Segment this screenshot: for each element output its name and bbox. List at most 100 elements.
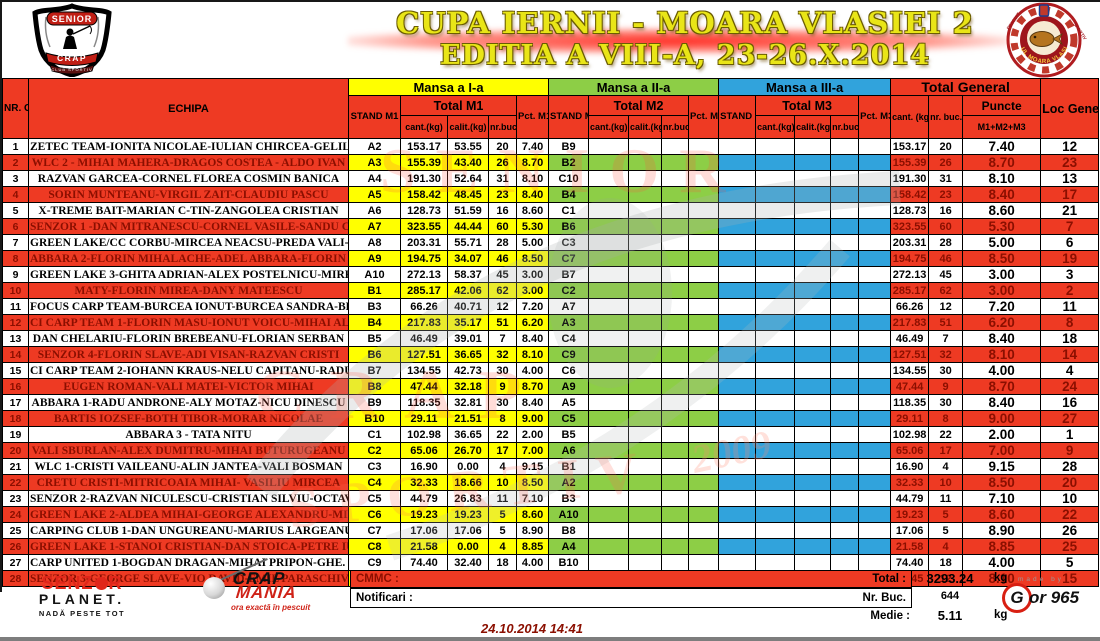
cell-m2-calit: [628, 330, 663, 347]
cell-m1-calit: 32.40: [447, 554, 489, 571]
cell-tg-cant: 191.30: [890, 170, 930, 187]
gor965-madeby: made by: [1018, 576, 1064, 583]
table-row: 11 FOCUS CARP TEAM-BURCEA IONUT-BURCEA SA…: [2, 298, 1100, 315]
cell-tg-puncte: 8.50: [962, 474, 1042, 491]
cell-tg-cant: 32.33: [890, 474, 930, 491]
cell-tg-nrbuc: 62: [928, 282, 964, 299]
cell-m2-pct: [688, 522, 720, 539]
cell-m1-cant: 47.44: [400, 378, 448, 395]
cell-m1-cant: 158.42: [400, 186, 448, 203]
cell-m2-calit: [628, 282, 663, 299]
cell-stand-m3: [718, 522, 757, 539]
cell-tg-cant: 47.44: [890, 378, 930, 395]
cell-tg-puncte: 8.40: [962, 330, 1042, 347]
header-m3-cant: cant.(kg): [755, 115, 796, 139]
cell-loc-general: 3: [1040, 266, 1100, 283]
cell-m2-calit: [628, 426, 663, 443]
shield-icon: SENIOR CRAP CLUB SPORTIV: [32, 3, 112, 78]
senzor-planet-word3: PLANET.: [38, 591, 126, 607]
cell-tg-nrbuc: 20: [928, 138, 964, 155]
cell-m2-cant: [588, 426, 630, 443]
frame-top-edge: [0, 0, 1100, 2]
cell-nr: 5: [2, 202, 29, 219]
cell-m3-calit: [794, 314, 832, 331]
cell-nr: 26: [2, 538, 29, 555]
cell-echipa: MATY-FLORIN MIREA-DANY MATEESCU: [28, 282, 349, 299]
cell-m2-pct: [688, 314, 720, 331]
cell-m1-calit: 52.64: [447, 170, 489, 187]
cell-m2-pct: [688, 538, 720, 555]
cell-m1-pct: 8.10: [515, 170, 550, 187]
cell-m2-nrbuc: [661, 250, 690, 267]
senzor-planet-wordmark: SENZ R: [12, 574, 152, 592]
cell-stand-m1: B6: [348, 346, 401, 363]
cell-tg-nrbuc: 32: [928, 346, 964, 363]
cell-tg-puncte: 4.00: [962, 362, 1042, 379]
cell-m1-calit: 36.65: [447, 346, 489, 363]
cell-stand-m3: [718, 154, 757, 171]
cell-m2-calit: [628, 410, 663, 427]
cell-m2-cant: [588, 538, 630, 555]
cell-m3-cant: [755, 266, 796, 283]
cell-m2-calit: [628, 346, 663, 363]
cell-m1-nrbuc: 10: [488, 474, 517, 491]
cell-m3-calit: [794, 458, 832, 475]
event-title: CUPA IERNII - MOARA VLASIEI 2 EDITIA A V…: [330, 6, 1040, 72]
cell-m1-cant: 194.75: [400, 250, 448, 267]
cell-m3-pct: [858, 314, 892, 331]
cell-echipa: SENZOR 4-FLORIN SLAVE-ADI VISAN-RAZVAN C…: [28, 346, 349, 363]
cell-m2-cant: [588, 314, 630, 331]
cell-m3-pct: [858, 522, 892, 539]
cell-tg-nrbuc: 10: [928, 474, 964, 491]
notificari-box: Notificari : Nr. Buc.: [350, 588, 912, 608]
cell-m2-calit: [628, 250, 663, 267]
cell-m1-calit: 26.70: [447, 442, 489, 459]
cell-m1-nrbuc: 18: [488, 554, 517, 571]
table-row: 14 SENZOR 4-FLORIN SLAVE-ADI VISAN-RAZVAN…: [2, 346, 1100, 363]
cell-tg-cant: 194.75: [890, 250, 930, 267]
cell-stand-m1: A7: [348, 218, 401, 235]
cell-m2-calit: [628, 314, 663, 331]
cell-m3-calit: [794, 202, 832, 219]
results-tbody: 1 ZETEC TEAM-IONITA NICOLAE-IULIAN CHIRCE…: [2, 138, 1100, 587]
cell-m2-nrbuc: [661, 506, 690, 523]
cell-m1-cant: 29.11: [400, 410, 448, 427]
cell-stand-m1: A3: [348, 154, 401, 171]
cell-loc-general: 5: [1040, 554, 1100, 571]
cell-tg-cant: 118.35: [890, 394, 930, 411]
cell-stand-m2: B5: [548, 426, 590, 443]
cell-m1-cant: 32.33: [400, 474, 448, 491]
cell-m3-pct: [858, 266, 892, 283]
cell-tg-cant: 74.40: [890, 554, 930, 571]
table-row: 13 DAN CHELARIU-FLORIN BREBEANU-FLORIAN S…: [2, 330, 1100, 347]
cell-m1-calit: 42.06: [447, 282, 489, 299]
cell-m3-nrbuc: [830, 474, 860, 491]
shield-ribbon-text: CLUB SPORTIV: [51, 67, 92, 72]
table-row: 10 MATY-FLORIN MIREA-DANY MATEESCU B1 285.1…: [2, 282, 1100, 299]
cell-m3-calit: [794, 154, 832, 171]
cell-stand-m3: [718, 170, 757, 187]
cell-stand-m2: C10: [548, 170, 590, 187]
header-m1-cant: cant.(kg): [400, 115, 448, 139]
cell-m3-cant: [755, 138, 796, 155]
cell-m2-cant: [588, 394, 630, 411]
cell-stand-m3: [718, 346, 757, 363]
cell-tg-cant: 134.55: [890, 362, 930, 379]
senzor-word2: R: [108, 573, 123, 593]
cell-loc-general: 21: [1040, 202, 1100, 219]
cell-m1-nrbuc: 23: [488, 186, 517, 203]
cell-m3-nrbuc: [830, 538, 860, 555]
cell-tg-puncte: 3.00: [962, 282, 1042, 299]
cell-m2-cant: [588, 458, 630, 475]
cell-tg-cant: 66.26: [890, 298, 930, 315]
cell-m1-calit: 43.40: [447, 154, 489, 171]
cell-nr: 17: [2, 394, 29, 411]
title-line1: CUPA IERNII - MOARA VLASIEI 2: [396, 6, 974, 40]
cell-tg-nrbuc: 5: [928, 522, 964, 539]
cell-m3-calit: [794, 394, 832, 411]
cell-stand-m2: B2: [548, 154, 590, 171]
cell-tg-nrbuc: 16: [928, 202, 964, 219]
header-pct-m2: Pct. M2: [688, 95, 720, 139]
cell-m1-cant: 17.06: [400, 522, 448, 539]
cell-m2-nrbuc: [661, 218, 690, 235]
